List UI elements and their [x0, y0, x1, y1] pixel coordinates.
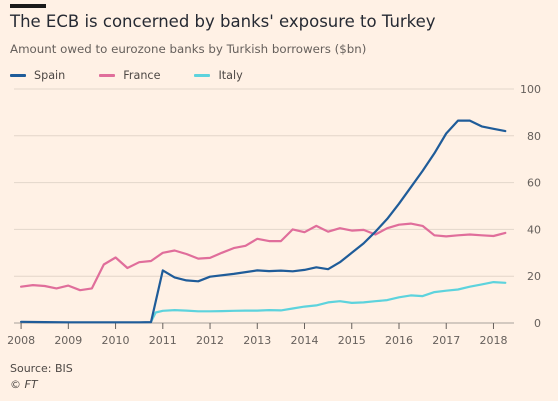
chart-title: The ECB is concerned by banks' exposure … [10, 12, 436, 31]
x-tick-label: 2008 [7, 334, 35, 347]
source-note: Source: BIS [10, 362, 73, 375]
x-tick-label: 2010 [102, 334, 130, 347]
legend-swatch-spain [10, 73, 26, 77]
y-tick-label: 100 [520, 83, 541, 96]
series-line-italy [149, 281, 507, 323]
chart-subtitle: Amount owed to eurozone banks by Turkish… [10, 42, 367, 56]
x-tick-label: 2015 [338, 334, 366, 347]
x-tick-label: 2016 [385, 334, 413, 347]
legend-item-spain: Spain [10, 69, 65, 82]
x-axis: 2008 2009 2010 2011 2012 2013 2014 2015 2016 2017… [7, 323, 507, 347]
x-tick-label: 2017 [432, 334, 460, 347]
x-tick-label: 2013 [243, 334, 271, 347]
ft-header-rule [10, 4, 46, 8]
y-tick-label: 80 [527, 130, 541, 143]
y-tick-label: 40 [527, 223, 541, 236]
y-tick-label: 0 [534, 317, 541, 330]
x-tick-label: 2011 [149, 334, 177, 347]
legend-label-spain: Spain [34, 68, 66, 82]
series-line-spain [20, 119, 507, 324]
y-tick-label: 20 [527, 270, 541, 283]
x-tick-label: 2014 [291, 334, 319, 347]
series-line-france [20, 222, 507, 292]
series-lines [20, 119, 507, 324]
legend-swatch-italy [194, 73, 211, 77]
legend-swatch-france [99, 73, 116, 77]
legend-item-italy: Italy [194, 68, 243, 82]
legend-item-france: France [99, 69, 160, 82]
legend-label-france: France [123, 68, 161, 82]
x-tick-label: 2009 [54, 334, 82, 347]
x-tick-label: 2012 [196, 334, 224, 347]
y-axis-tick-labels: 0 20 40 60 80 100 [520, 83, 541, 330]
credit-note: © FT [10, 378, 38, 391]
y-tick-label: 60 [527, 177, 541, 190]
chart-legend: Spain France Italy [10, 66, 277, 84]
legend-label-italy: Italy [218, 68, 243, 82]
x-tick-label: 2018 [479, 334, 507, 347]
